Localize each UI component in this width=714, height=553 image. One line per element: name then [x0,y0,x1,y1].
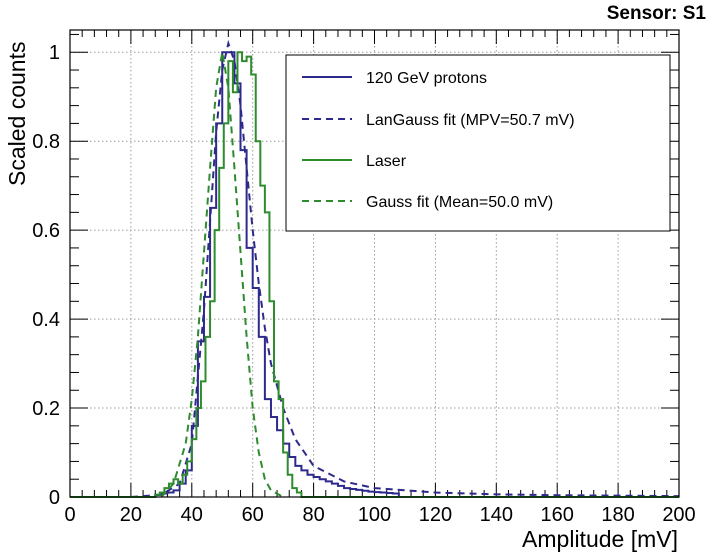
x-tick-label: 180 [601,504,634,526]
x-tick-label: 80 [302,504,324,526]
y-tick-labels: 0 0.2 0.4 0.6 0.8 1 [32,42,60,509]
legend-label: Laser [366,153,407,170]
x-tick-labels: 0 20 40 60 80 100 120 140 160 180 200 [64,504,695,526]
x-tick-label: 100 [358,504,391,526]
x-axis-title: Amplitude [mV] [522,526,678,552]
legend: 120 GeV protons LanGauss fit (MPV=50.7 mV… [285,54,671,232]
x-tick-label: 40 [181,504,203,526]
y-tick-label: 1 [49,42,60,64]
chart-title: Sensor: S1 [607,3,707,24]
x-tick-label: 200 [662,504,695,526]
series-laser [70,51,679,498]
x-tick-label: 140 [480,504,513,526]
series-gauss-fit-mean-50-0-mv [160,52,284,498]
x-tick-label: 0 [64,504,75,526]
axis-ticks [69,30,680,498]
y-tick-label: 0.6 [32,220,60,242]
legend-label: 120 GeV protons [366,70,487,87]
y-axis-title: Scaled counts [4,42,30,186]
y-tick-label: 0 [49,487,60,509]
plot-frame [69,29,680,498]
y-tick-label: 0.4 [32,309,60,331]
legend-label: Gauss fit (Mean=50.0 mV) [366,194,553,211]
x-tick-label: 120 [419,504,452,526]
series-layer [70,39,680,498]
x-tick-label: 160 [541,504,574,526]
x-tick-label: 60 [242,504,264,526]
legend-label: LanGauss fit (MPV=50.7 mV) [366,112,575,129]
x-tick-label: 20 [120,504,142,526]
y-tick-label: 0.8 [32,131,60,153]
series-langauss-fit-mpv-50-7-mv [130,39,680,498]
y-tick-label: 0.2 [32,398,60,420]
